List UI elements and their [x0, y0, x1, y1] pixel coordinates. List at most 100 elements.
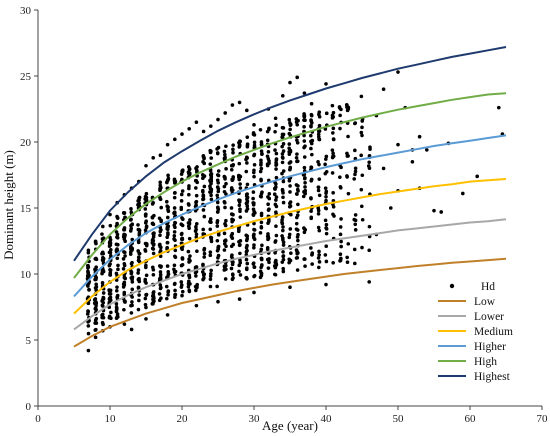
data-point [245, 135, 250, 139]
data-point [195, 165, 199, 169]
data-point [338, 126, 342, 131]
data-point [209, 187, 214, 192]
data-point [301, 194, 306, 199]
data-point [179, 246, 184, 250]
data-point [172, 211, 177, 215]
data-point [136, 307, 141, 312]
data-point [101, 291, 106, 295]
data-point [187, 184, 191, 188]
data-point [317, 123, 322, 128]
data-point [338, 113, 342, 118]
data-point [238, 251, 242, 256]
data-point [201, 194, 206, 198]
data-point [252, 273, 257, 278]
data-point [202, 255, 206, 259]
data-point [244, 267, 249, 272]
data-point [121, 234, 126, 239]
data-point [245, 204, 250, 208]
data-point [288, 127, 292, 132]
data-point [338, 184, 343, 189]
data-point [359, 94, 364, 99]
data-point [295, 122, 300, 127]
data-point [266, 234, 271, 239]
x-tick-label: 40 [321, 413, 333, 425]
data-point [252, 237, 257, 242]
data-point [302, 226, 306, 230]
data-point [281, 250, 285, 254]
data-point [130, 280, 135, 284]
data-point [194, 186, 198, 190]
data-point [338, 252, 343, 256]
data-point [280, 215, 285, 219]
data-point [280, 220, 284, 225]
curve-layer [73, 46, 507, 348]
data-point [317, 249, 321, 254]
data-point [107, 297, 112, 301]
data-point [137, 298, 141, 303]
data-point [216, 189, 221, 194]
data-point [252, 265, 257, 269]
data-point [259, 273, 264, 278]
data-point [274, 151, 279, 156]
data-point [302, 165, 307, 170]
data-point [324, 282, 328, 287]
data-point [115, 232, 120, 237]
data-point [136, 255, 141, 260]
data-point [215, 173, 220, 177]
data-point [215, 185, 220, 189]
data-point [251, 207, 256, 212]
data-point [281, 179, 286, 184]
data-point [288, 204, 293, 208]
data-point [143, 241, 148, 246]
data-point [108, 262, 112, 266]
data-point [195, 249, 199, 254]
data-point [179, 285, 184, 289]
data-point [287, 232, 292, 237]
data-point [310, 152, 314, 157]
data-point [367, 224, 372, 229]
data-point [94, 282, 98, 287]
data-point [86, 248, 91, 253]
data-point [238, 215, 243, 219]
data-point [274, 162, 279, 167]
data-point [229, 163, 234, 168]
data-point [309, 101, 314, 106]
data-point [317, 260, 322, 264]
data-point [281, 257, 286, 262]
data-point [172, 267, 176, 272]
data-point [223, 277, 228, 281]
data-point [101, 268, 105, 272]
data-point [121, 266, 126, 271]
data-point [338, 232, 343, 237]
data-point [339, 107, 343, 112]
data-point [281, 195, 285, 200]
data-point [353, 218, 358, 223]
data-point [281, 266, 286, 271]
data-point [251, 190, 256, 194]
data-point [345, 108, 350, 113]
data-point [267, 161, 271, 166]
y-tick-label: 5 [26, 335, 32, 347]
data-point [317, 129, 321, 134]
data-point [309, 118, 313, 122]
data-point [201, 159, 205, 164]
data-point [158, 270, 163, 274]
data-point [410, 160, 415, 164]
data-point [331, 260, 335, 265]
data-point [93, 321, 97, 325]
data-point [159, 205, 164, 210]
x-tick-label: 50 [393, 413, 405, 425]
data-point [287, 235, 292, 240]
data-point [215, 193, 220, 198]
data-point [331, 131, 335, 135]
data-point [229, 233, 234, 238]
data-point [303, 189, 307, 194]
data-point [389, 206, 393, 210]
data-point [180, 231, 184, 236]
data-point [194, 193, 199, 198]
data-point [201, 277, 205, 282]
data-point [150, 221, 155, 226]
data-point [151, 267, 156, 272]
data-point [201, 154, 206, 158]
data-point [151, 290, 156, 294]
